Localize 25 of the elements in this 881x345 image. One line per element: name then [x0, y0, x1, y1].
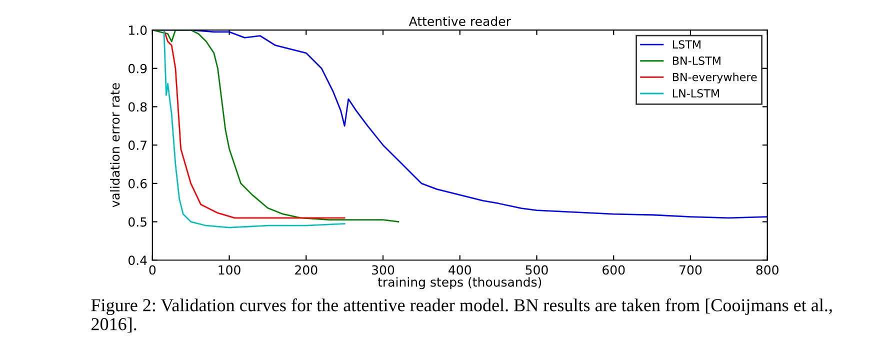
caption: Figure 2: Validation curves for the attentive reader model. BN results are taken from [Cooijmans et al., 2016].	[91, 298, 832, 332]
y-tick-label: 0.6	[128, 178, 147, 188]
x-tick-label: 700	[680, 265, 702, 275]
x-tick-label: 0	[149, 265, 156, 275]
x-tick-label: 200	[295, 265, 318, 275]
legend-label: BN-LSTM	[672, 56, 720, 65]
x-tick-label: 300	[372, 265, 394, 275]
x-tick-label: 100	[218, 265, 240, 275]
y-tick-label: 0.9	[128, 64, 147, 74]
x-axis-title: training steps (thousands)	[378, 277, 542, 290]
chart-title: Attentive reader	[408, 16, 511, 26]
x-tick-label: 600	[602, 265, 625, 275]
x-tick-label: 400	[448, 265, 471, 275]
legend-label: LN-LSTM	[672, 89, 719, 98]
y-tick-label: 0.5	[128, 217, 146, 227]
legend-label: LSTM	[672, 40, 700, 49]
y-tick-label: 0.4	[128, 256, 147, 266]
x-tick-label: 800	[756, 265, 778, 275]
line-series	[152, 30, 400, 222]
y-tick-label: 0.7	[128, 140, 146, 150]
legend-label: BN-everywhere	[672, 72, 757, 84]
x-tick-label: 500	[526, 265, 548, 275]
y-axis-title: validation error rate	[110, 83, 120, 208]
y-tick-label: 1.0	[129, 25, 147, 35]
y-tick-label: 0.8	[128, 102, 147, 112]
